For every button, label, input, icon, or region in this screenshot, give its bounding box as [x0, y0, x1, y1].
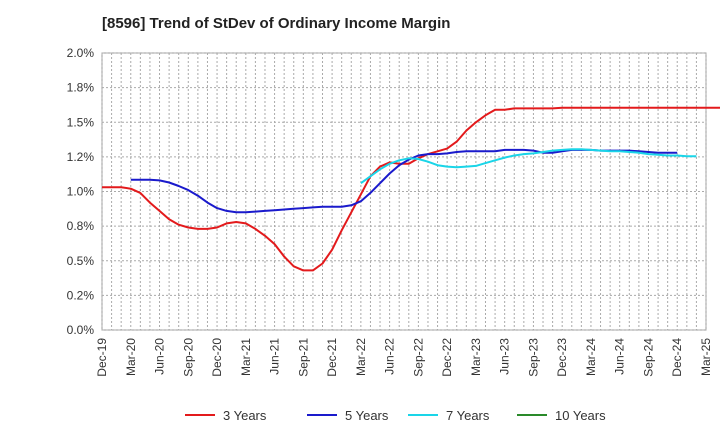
x-tick-label: Dec-22 — [440, 338, 454, 377]
y-tick-label: 0.0% — [67, 323, 95, 337]
x-tick-label: Dec-21 — [325, 338, 339, 377]
series-line-3-years — [102, 106, 720, 272]
y-tick-label: 1.5% — [67, 115, 95, 129]
legend-label: 5 Years — [345, 408, 389, 423]
legend-label: 3 Years — [223, 408, 267, 423]
legend-label: 10 Years — [555, 408, 606, 423]
x-tick-label: Sep-22 — [411, 338, 425, 377]
x-tick-label: Dec-20 — [210, 338, 224, 377]
chart-title: [8596] Trend of StDev of Ordinary Income… — [102, 15, 450, 32]
x-tick-label: Dec-23 — [555, 338, 569, 377]
x-tick-label: Mar-23 — [469, 338, 483, 376]
x-tick-label: Mar-20 — [124, 338, 138, 376]
x-tick-label: Jun-22 — [383, 338, 397, 375]
x-tick-label: Dec-19 — [95, 338, 109, 377]
y-tick-label: 2.0% — [67, 46, 95, 60]
legend-label: 7 Years — [446, 408, 490, 423]
y-tick-label: 0.5% — [67, 254, 95, 268]
x-tick-label: Sep-20 — [181, 338, 195, 377]
y-tick-label: 1.2% — [67, 150, 95, 164]
y-tick-label: 0.2% — [67, 288, 95, 302]
x-tick-label: Mar-24 — [584, 338, 598, 376]
legend: 3 Years 5 Years 7 Years 10 Years — [185, 408, 606, 423]
x-tick-label: Mar-21 — [239, 338, 253, 376]
y-axis: 0.0% 0.2% 0.5% 0.8% 1.0% 1.2% 1.5% 1.8% 2.0% — [67, 46, 95, 337]
series-line-7-years — [360, 148, 697, 185]
x-axis: Dec-19 Mar-20 Jun-20 Sep-20 Dec-20 Mar-21 Jun-… — [95, 338, 713, 377]
x-tick-label: Sep-23 — [526, 338, 540, 377]
x-tick-label: Jun-21 — [268, 338, 282, 375]
x-tick-label: Jun-23 — [498, 338, 512, 375]
x-tick-label: Sep-24 — [641, 338, 655, 377]
x-tick-label: Sep-21 — [296, 338, 310, 377]
x-tick-label: Jun-20 — [153, 338, 167, 375]
y-tick-label: 0.8% — [67, 219, 95, 233]
x-tick-label: Mar-25 — [699, 338, 713, 376]
y-tick-label: 1.0% — [67, 185, 95, 199]
series-lines — [102, 106, 720, 272]
x-tick-label: Jun-24 — [613, 338, 627, 375]
x-tick-label: Dec-24 — [670, 338, 684, 377]
x-tick-label: Mar-22 — [354, 338, 368, 376]
grid — [101, 52, 707, 331]
y-tick-label: 1.8% — [67, 81, 95, 95]
